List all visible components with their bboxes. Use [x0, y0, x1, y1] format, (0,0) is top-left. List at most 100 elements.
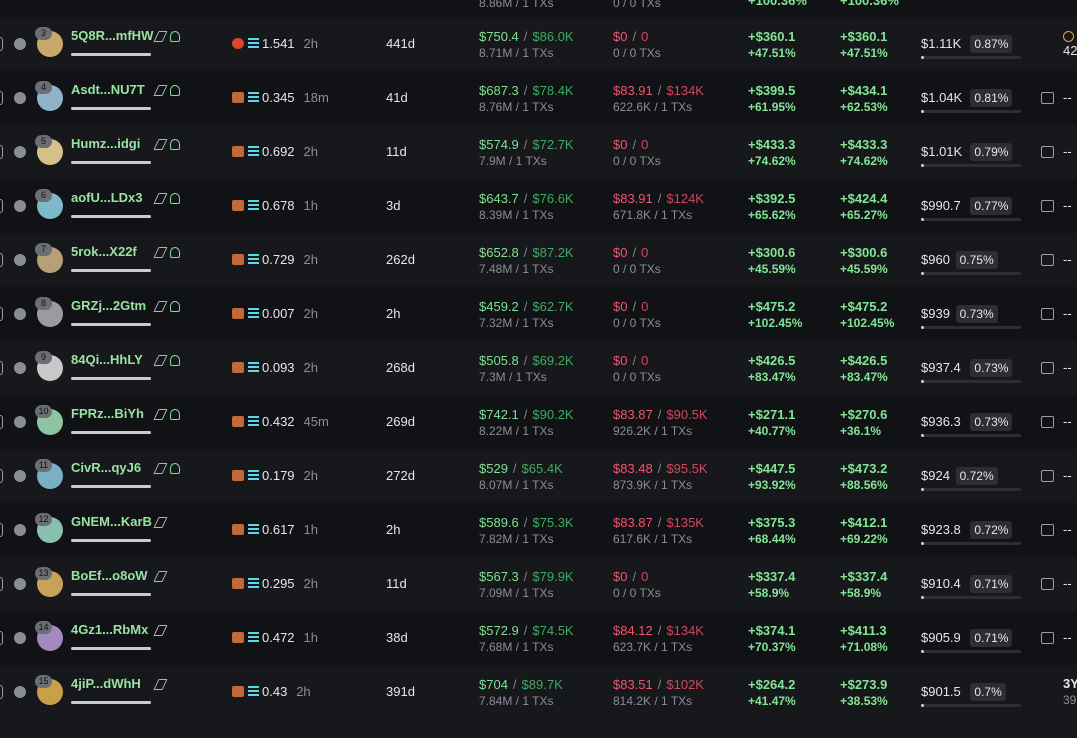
wallet-name[interactable]: 84Qi...HhLY	[71, 352, 143, 367]
edge-icon	[0, 361, 3, 375]
table-row[interactable]: 4 Asdt...NU7T 0.345 18m 41d $687.3 / $78.4K 8.76…	[0, 71, 1077, 125]
share-icon[interactable]	[1041, 308, 1054, 320]
wallet-age: 11d	[386, 576, 407, 591]
edit-icon[interactable]	[153, 517, 168, 528]
bought-detail: 8.22M / 1 TXs	[479, 424, 554, 438]
unrealized-percent: +69.22%	[840, 532, 888, 546]
table-row[interactable]: 5 Humz...idgi 0.692 2h 11d $574.9 / $72.7K 7.9M …	[0, 125, 1077, 179]
menu-icon[interactable]	[14, 308, 26, 320]
menu-icon[interactable]	[14, 362, 26, 374]
wallet-name[interactable]: CivR...qyJ6	[71, 460, 142, 475]
table-row[interactable]: 6 aofU...LDx3 0.678 1h 3d $643.7 / $76.6K 8.39M …	[0, 179, 1077, 233]
platform-icon	[232, 416, 244, 427]
edit-icon[interactable]	[153, 409, 168, 420]
total-value: $910.4	[921, 576, 961, 591]
wallet-name[interactable]: aofU...LDx3	[71, 190, 143, 205]
menu-icon[interactable]	[14, 38, 26, 50]
sold-detail: 926.2K / 1 TXs	[613, 424, 693, 438]
sold-detail: 0 / 0 TXs	[613, 154, 661, 168]
table-row[interactable]: 7 5rok...X22f 0.729 2h 262d $652.8 / $87.2K 7.48…	[0, 233, 1077, 287]
edit-icon[interactable]	[153, 571, 168, 582]
edit-icon[interactable]	[153, 139, 168, 150]
edge-icon	[0, 415, 3, 429]
sold-secondary: $102K	[666, 677, 704, 692]
edit-icon[interactable]	[153, 463, 168, 474]
wallet-name[interactable]: 4Gz1...RbMx	[71, 622, 149, 637]
share-badge: 0.75%	[955, 251, 998, 269]
pnl: +$392.5	[748, 191, 796, 206]
bought-secondary: $75.3K	[532, 515, 574, 530]
share-icon[interactable]	[1041, 578, 1054, 590]
table-row[interactable]: 9 84Qi...HhLY 0.093 2h 268d $505.8 / $69.2K 7.3M…	[0, 341, 1077, 395]
table-row[interactable]: 10 FPRz...BiYh 0.432 45m 269d $742.1 / $90.2K 8.…	[0, 395, 1077, 449]
table-row[interactable]: 15 4jiP...dWhH 0.43 2h 391d $704 / $89.7K 7.84M …	[0, 665, 1077, 719]
follow-icon[interactable]	[170, 409, 181, 420]
share-icon[interactable]	[1041, 524, 1054, 536]
table-row[interactable]: 12 GNEM...KarB 0.617 1h 2h $589.6 / $75.3K 7.82M…	[0, 503, 1077, 557]
follow-icon[interactable]	[170, 355, 181, 366]
menu-icon[interactable]	[14, 146, 26, 158]
menu-icon[interactable]	[14, 524, 26, 536]
bought-detail: 7.68M / 1 TXs	[479, 640, 554, 654]
table-row[interactable]: 11 CivR...qyJ6 0.179 2h 272d $529 / $65.4K 8.07M…	[0, 449, 1077, 503]
share-icon[interactable]	[1041, 416, 1054, 428]
edge-icon	[0, 145, 3, 159]
menu-icon[interactable]	[14, 200, 26, 212]
menu-icon[interactable]	[14, 578, 26, 590]
rank-badge: 5	[35, 135, 52, 148]
wallet-name[interactable]: Humz...idgi	[71, 136, 141, 151]
follow-icon[interactable]	[170, 247, 181, 258]
menu-icon[interactable]	[14, 632, 26, 644]
wallet-name[interactable]: Asdt...NU7T	[71, 82, 145, 97]
menu-icon[interactable]	[14, 416, 26, 428]
wallet-name[interactable]: 5rok...X22f	[71, 244, 137, 259]
edit-icon[interactable]	[153, 193, 168, 204]
last-trade: --	[1063, 468, 1072, 483]
sold: $83.87 / $90.5K	[613, 407, 708, 423]
share-icon[interactable]	[1041, 254, 1054, 266]
menu-icon[interactable]	[14, 92, 26, 104]
share-icon[interactable]	[1041, 92, 1054, 104]
bought-detail: 7.09M / 1 TXs	[479, 586, 554, 600]
follow-icon[interactable]	[170, 463, 181, 474]
sold-main: $83.51	[613, 677, 653, 692]
wallet-name[interactable]: 5Q8R...mfHW	[71, 28, 154, 43]
wallet-name[interactable]: BoEf...o8oW	[71, 568, 148, 583]
edit-icon[interactable]	[153, 355, 168, 366]
edit-icon[interactable]	[153, 679, 168, 690]
follow-icon[interactable]	[170, 139, 181, 150]
table-row[interactable]: 13 BoEf...o8oW 0.295 2h 11d $567.3 / $79.9K 7.09…	[0, 557, 1077, 611]
wallet-name[interactable]: GNEM...KarB	[71, 514, 152, 529]
share-icon[interactable]	[1041, 146, 1054, 158]
follow-icon[interactable]	[170, 301, 181, 312]
table-row[interactable]: 8 GRZj...2Gtm 0.007 2h 2h $459.2 / $62.7K 7.32M …	[0, 287, 1077, 341]
share-icon[interactable]	[1041, 200, 1054, 212]
edit-icon[interactable]	[153, 301, 168, 312]
share-icon[interactable]	[1041, 362, 1054, 374]
sold: $0 / 0	[613, 299, 648, 315]
share-icon[interactable]	[1041, 632, 1054, 644]
wallet-name[interactable]: 4jiP...dWhH	[71, 676, 141, 691]
edit-icon[interactable]	[153, 31, 168, 42]
follow-icon[interactable]	[170, 85, 181, 96]
divider: /	[512, 461, 517, 476]
follow-icon[interactable]	[170, 31, 181, 42]
wallet-name[interactable]: FPRz...BiYh	[71, 406, 144, 421]
table-row[interactable]: 14 4Gz1...RbMx 0.472 1h 38d $572.9 / $74.5K 7.68…	[0, 611, 1077, 665]
table-row[interactable]: 3 5Q8R...mfHW 1.541 2h 441d $750.4 / $86.0K 8.71…	[0, 17, 1077, 71]
wallet-name[interactable]: GRZj...2Gtm	[71, 298, 147, 313]
menu-icon[interactable]	[14, 470, 26, 482]
edit-icon[interactable]	[153, 85, 168, 96]
menu-icon[interactable]	[14, 686, 26, 698]
edit-icon[interactable]	[153, 247, 168, 258]
pnl-percent: +41.47%	[748, 694, 796, 708]
share-fill	[921, 488, 924, 491]
menu-icon[interactable]	[14, 254, 26, 266]
edit-icon[interactable]	[153, 625, 168, 636]
sold-detail: 0 / 0 TXs	[613, 316, 661, 330]
share-icon[interactable]	[1041, 470, 1054, 482]
sol-balance: 0.179	[262, 468, 295, 483]
follow-icon[interactable]	[170, 193, 181, 204]
last-trade: --	[1063, 414, 1072, 429]
bought-secondary: $87.2K	[532, 245, 574, 260]
